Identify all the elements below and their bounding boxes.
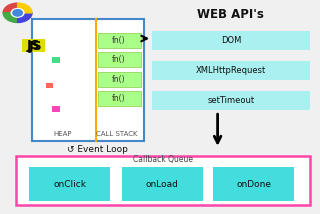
Text: JS: JS <box>27 39 40 52</box>
Text: DOM: DOM <box>221 36 241 45</box>
Wedge shape <box>18 13 32 22</box>
FancyBboxPatch shape <box>122 167 203 201</box>
Text: XMLHttpRequest: XMLHttpRequest <box>196 66 266 75</box>
Text: onClick: onClick <box>53 180 86 189</box>
FancyBboxPatch shape <box>46 83 53 88</box>
Text: fn(): fn() <box>112 75 126 84</box>
Text: onDone: onDone <box>236 180 271 189</box>
FancyBboxPatch shape <box>98 72 141 87</box>
FancyBboxPatch shape <box>52 57 60 63</box>
FancyBboxPatch shape <box>16 156 310 205</box>
FancyBboxPatch shape <box>152 31 310 50</box>
FancyBboxPatch shape <box>29 167 110 201</box>
Text: fn(): fn() <box>112 55 126 64</box>
Text: Callback Queue: Callback Queue <box>133 155 193 164</box>
Circle shape <box>11 9 24 17</box>
Text: CALL STACK: CALL STACK <box>96 131 138 137</box>
Circle shape <box>3 3 32 22</box>
Wedge shape <box>18 3 32 13</box>
Text: fn(): fn() <box>112 94 126 103</box>
Text: WEB API's: WEB API's <box>197 9 264 21</box>
Text: fn(): fn() <box>112 36 126 45</box>
FancyBboxPatch shape <box>213 167 294 201</box>
FancyBboxPatch shape <box>152 91 310 110</box>
Wedge shape <box>3 13 18 22</box>
FancyBboxPatch shape <box>32 19 144 141</box>
FancyBboxPatch shape <box>52 107 60 112</box>
FancyBboxPatch shape <box>22 39 45 52</box>
Text: JS: JS <box>28 40 42 52</box>
Wedge shape <box>3 3 18 13</box>
Text: setTimeout: setTimeout <box>207 96 255 105</box>
FancyBboxPatch shape <box>98 91 141 106</box>
Text: onLoad: onLoad <box>146 180 179 189</box>
FancyBboxPatch shape <box>98 33 141 48</box>
FancyBboxPatch shape <box>152 61 310 80</box>
FancyBboxPatch shape <box>98 52 141 67</box>
Circle shape <box>13 10 22 16</box>
Text: HEAP: HEAP <box>53 131 72 137</box>
Text: ↺ Event Loop: ↺ Event Loop <box>67 145 128 154</box>
